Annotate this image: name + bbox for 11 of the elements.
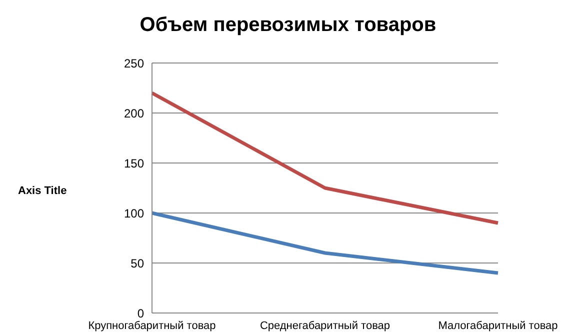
y-tick-label: 100 — [124, 206, 144, 220]
chart-title: Объем перевозимых товаров — [138, 14, 438, 37]
y-tick-label: 50 — [130, 256, 144, 270]
x-tick-label: Малогабаритный товар — [438, 320, 558, 332]
x-tick-label: Среднегабаритный товар — [260, 320, 390, 332]
y-tick-label: 250 — [124, 56, 144, 70]
y-tick-label: 150 — [124, 156, 144, 170]
y-tick-label: 0 — [137, 306, 144, 320]
x-tick-label: Крупногабаритный товар — [88, 320, 216, 332]
y-axis-title: Axis Title — [18, 185, 68, 197]
y-tick-label: 200 — [124, 106, 144, 120]
